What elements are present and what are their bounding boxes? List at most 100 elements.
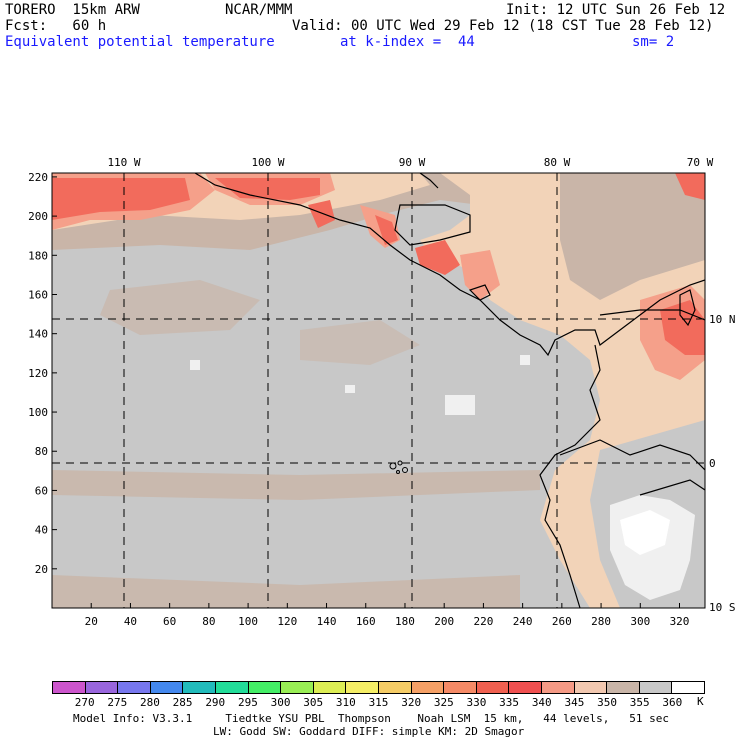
x-tick-label: 120 — [277, 615, 297, 628]
forecast-hour: Fcst: 60 h — [5, 18, 107, 34]
x-tick-label: 140 — [317, 615, 337, 628]
x-tick-label: 20 — [85, 615, 98, 628]
model-info: Model Info: V3.3.1 Tiedtke YSU PBL Thomp… — [73, 712, 670, 725]
field-name: Equivalent potential temperature — [5, 34, 275, 50]
colorbar-label: 360 — [662, 696, 683, 709]
lon-label: 70 W — [687, 156, 714, 169]
x-tick-label: 60 — [163, 615, 176, 628]
colorbar-cell — [672, 682, 704, 693]
x-tick-label: 80 — [202, 615, 215, 628]
y-tick-label: 100 — [28, 406, 48, 419]
lat-label: 10 N — [709, 313, 736, 326]
colorbar-cell — [509, 682, 542, 693]
init-time: Init: 12 UTC Sun 26 Feb 12 — [506, 2, 726, 18]
colorbar-label: 345 — [564, 696, 585, 709]
coast-yucatan-shape — [394, 204, 471, 246]
colorbar-label: 305 — [303, 696, 324, 709]
field-white-core — [620, 510, 670, 555]
colorbar-label: 285 — [172, 696, 193, 709]
y-tick-label: 80 — [35, 445, 48, 458]
latlon-grid — [52, 173, 705, 608]
colorbar-cell — [411, 682, 445, 693]
x-tick-label: 200 — [434, 615, 454, 628]
border-peru-brazil — [639, 479, 705, 496]
lat-label: 0 — [709, 457, 716, 470]
colorbar-label: 300 — [270, 696, 291, 709]
field-red-spot-3 — [415, 240, 460, 275]
x-tick-label: 40 — [124, 615, 137, 628]
lon-label: 110 W — [107, 156, 140, 169]
field-nw-red — [52, 178, 190, 220]
field-white-speck-3 — [190, 360, 200, 370]
field-ne-red — [675, 173, 705, 200]
y-tick-label: 180 — [28, 249, 48, 262]
x-tick-label: 260 — [552, 615, 572, 628]
lake-maracaibo — [679, 289, 696, 327]
colorbar-label: 280 — [140, 696, 160, 709]
colorbar-cell — [607, 682, 640, 693]
colorbar-label: 320 — [401, 696, 422, 709]
coast-gulf — [419, 173, 439, 189]
colorbar-cell — [476, 682, 510, 693]
physics-info: LW: Godd SW: Goddard DIFF: simple KM: 2D… — [213, 725, 525, 738]
colorbar-cell — [444, 682, 477, 693]
colorbar-label: 340 — [531, 696, 552, 709]
lake-nicaragua — [468, 284, 491, 301]
field-red-spot-2 — [375, 215, 398, 245]
colorbar-cell — [248, 682, 282, 693]
colorbar-cell — [85, 682, 119, 693]
center-name: NCAR/MMM — [225, 2, 293, 18]
colorbar-cell — [215, 682, 249, 693]
colorbar-cell — [346, 682, 379, 693]
map-frame — [51, 172, 706, 609]
colorbar-cell — [378, 682, 412, 693]
x-tick-label: 160 — [356, 615, 376, 628]
colorbar-cell — [574, 682, 608, 693]
field-white-speck-4 — [520, 355, 530, 365]
field-caribbean-tan — [560, 173, 705, 300]
colorbar-cell — [313, 682, 347, 693]
lon-label: 90 W — [399, 156, 426, 169]
colorbar-label: 275 — [107, 696, 128, 709]
model-name: TORERO 15km ARW — [5, 2, 140, 18]
field-white-speck — [445, 395, 475, 415]
valid-time: Valid: 00 UTC Wed 29 Feb 12 (18 CST Tue … — [292, 18, 714, 34]
x-tick-label: 240 — [513, 615, 533, 628]
lon-label: 80 W — [544, 156, 571, 169]
colorbar-label: 310 — [335, 696, 356, 709]
y-tick-label: 60 — [35, 484, 48, 497]
colorbar — [52, 681, 705, 694]
axis-ticks — [52, 176, 681, 608]
colorbar-cell — [639, 682, 673, 693]
y-tick-label: 20 — [35, 563, 48, 576]
x-tick-label: 220 — [473, 615, 493, 628]
colorbar-label: 295 — [237, 696, 258, 709]
colorbar-label: 330 — [466, 696, 487, 709]
colorbar-label: 290 — [205, 696, 226, 709]
coast-pacific-central-america — [194, 173, 705, 357]
colorbar-label: 355 — [629, 696, 650, 709]
level-info: at k-index = 44 — [340, 34, 475, 50]
y-tick-label: 160 — [28, 288, 48, 301]
field-salmon-spot-2 — [460, 250, 500, 300]
x-tick-label: 100 — [238, 615, 258, 628]
axis-tick-labels: 20 40 60 80 100 120 140 160 180 200 220 240 260 280 30… — [28, 171, 689, 628]
coast-south-america-west — [539, 344, 601, 608]
x-tick-label: 180 — [395, 615, 415, 628]
x-tick-label: 300 — [630, 615, 650, 628]
field-red-spot — [308, 200, 335, 228]
colorbar-label: 335 — [499, 696, 520, 709]
colorbar-cell — [281, 682, 314, 693]
field-south-tan — [52, 470, 540, 500]
smoothing-info: sm= 2 — [632, 34, 675, 50]
x-tick-label: 320 — [670, 615, 690, 628]
colorbar-cell — [150, 682, 184, 693]
colorbar-unit: K — [697, 695, 704, 708]
colorbar-label: 350 — [597, 696, 617, 709]
field-tan-patch — [100, 280, 260, 335]
lat-label: 10 S — [709, 601, 736, 614]
colorbar-cell — [53, 682, 86, 693]
field-south-tan-2 — [52, 575, 520, 608]
y-tick-label: 200 — [28, 210, 48, 223]
colorbar-label: 270 — [74, 696, 95, 709]
